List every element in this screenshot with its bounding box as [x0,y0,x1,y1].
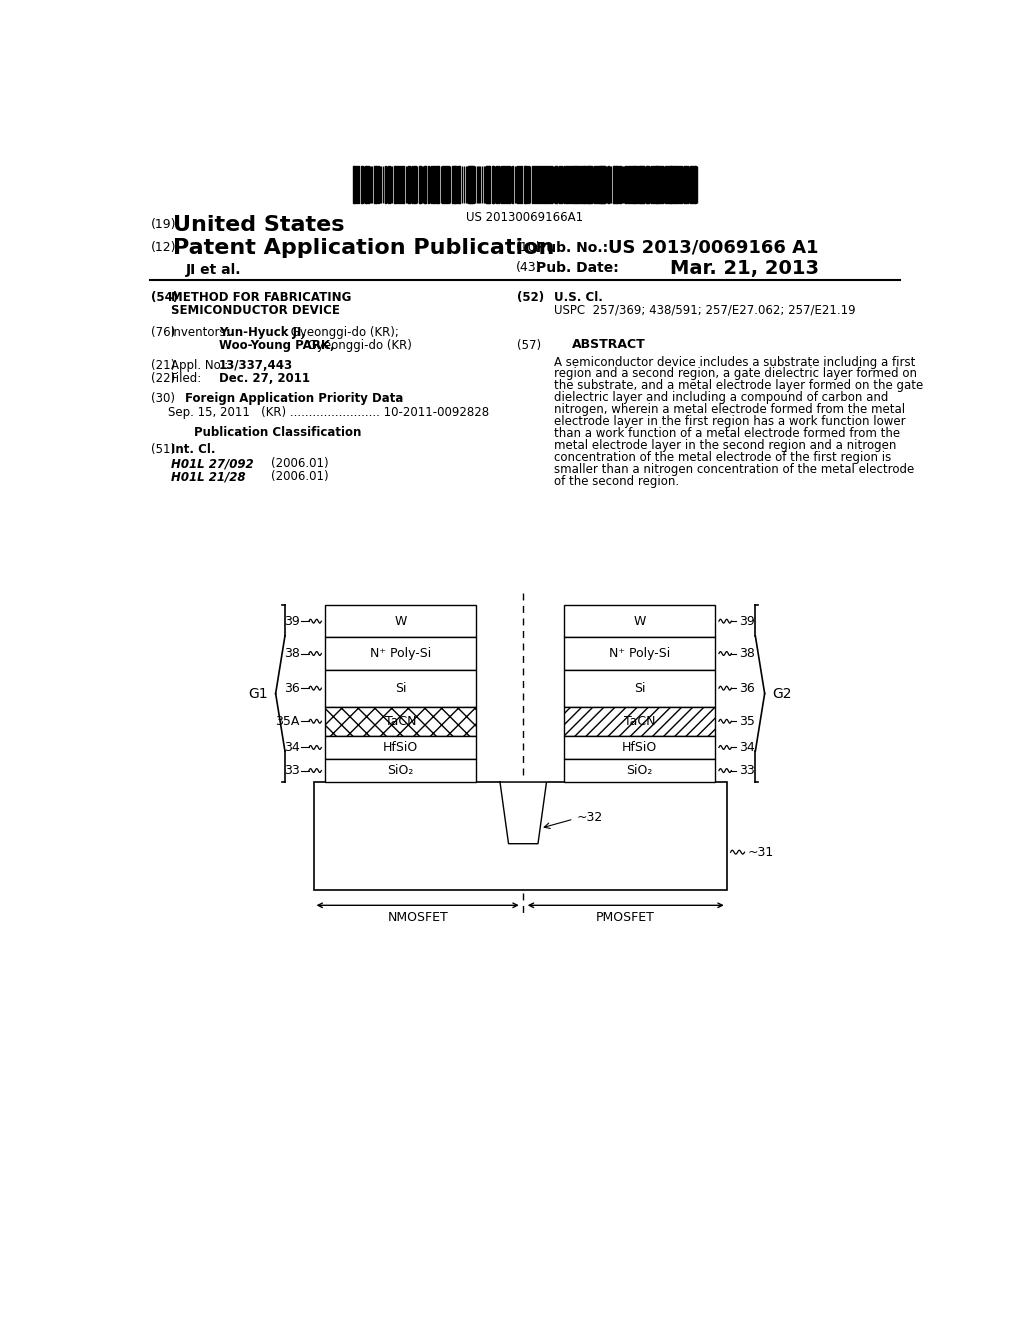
Text: HfSiO: HfSiO [383,741,419,754]
Bar [564,605,715,638]
Text: Patent Application Publication: Patent Application Publication [173,239,554,259]
Text: A semiconductor device includes a substrate including a first: A semiconductor device includes a substr… [554,355,915,368]
Bar [326,669,476,706]
Text: (57): (57) [517,339,541,352]
Text: ~32: ~32 [577,810,603,824]
Text: 33: 33 [739,764,755,777]
Text: Woo-Young PARK,: Woo-Young PARK, [219,339,334,351]
Text: (43): (43) [515,261,541,273]
Text: Foreign Application Priority Data: Foreign Application Priority Data [184,392,403,405]
Text: H01L 27/092: H01L 27/092 [171,457,253,470]
Bar [313,781,727,890]
Bar [326,706,476,737]
Text: (54): (54) [152,290,178,304]
Text: Pub. No.:: Pub. No.: [537,240,608,255]
Text: HfSiO: HfSiO [622,741,657,754]
Text: Gyeonggi-do (KR): Gyeonggi-do (KR) [304,339,412,351]
Text: Sep. 15, 2011   (KR) ........................ 10-2011-0092828: Sep. 15, 2011 (KR) .....................… [168,405,489,418]
Text: W: W [394,615,407,628]
Text: USPC  257/369; 438/591; 257/E27.062; 257/E21.19: USPC 257/369; 438/591; 257/E27.062; 257/… [554,304,856,317]
Text: 38: 38 [284,647,300,660]
Text: ABSTRACT: ABSTRACT [571,338,645,351]
Text: (52): (52) [517,290,544,304]
Text: (19): (19) [152,218,177,231]
Text: 36: 36 [284,681,300,694]
Text: than a work function of a metal electrode formed from the: than a work function of a metal electrod… [554,428,900,440]
Text: (12): (12) [152,240,177,253]
Text: (22): (22) [152,372,175,385]
Text: (10): (10) [515,240,541,253]
Text: (2006.01): (2006.01) [271,470,329,483]
Bar [564,759,715,781]
Text: Yun-Hyuck JI,: Yun-Hyuck JI, [219,326,306,339]
Bar [564,669,715,706]
Text: METHOD FOR FABRICATING: METHOD FOR FABRICATING [171,290,351,304]
Text: N⁺ Poly-Si: N⁺ Poly-Si [370,647,431,660]
Text: (21): (21) [152,359,175,372]
Text: 35: 35 [739,714,755,727]
Text: concentration of the metal electrode of the first region is: concentration of the metal electrode of … [554,451,892,465]
Text: SiO₂: SiO₂ [627,764,652,777]
Text: N⁺ Poly-Si: N⁺ Poly-Si [609,647,670,660]
Text: Publication Classification: Publication Classification [194,425,361,438]
Text: (76): (76) [152,326,175,339]
Text: SEMICONDUCTOR DEVICE: SEMICONDUCTOR DEVICE [171,304,340,317]
Bar [564,638,715,669]
Text: Filed:: Filed: [171,372,202,385]
Text: smaller than a nitrogen concentration of the metal electrode: smaller than a nitrogen concentration of… [554,463,914,477]
Text: Gyeonggi-do (KR);: Gyeonggi-do (KR); [287,326,398,339]
Text: 35A: 35A [275,714,300,727]
Bar [326,638,476,669]
Text: 13/337,443: 13/337,443 [219,359,293,372]
Text: NMOSFET: NMOSFET [388,911,449,924]
Text: Inventors:: Inventors: [171,326,230,339]
Text: G2: G2 [772,686,792,701]
Text: 38: 38 [739,647,755,660]
Text: Int. Cl.: Int. Cl. [171,444,215,457]
Bar [564,737,715,759]
Text: Mar. 21, 2013: Mar. 21, 2013 [671,259,819,277]
Text: the substrate, and a metal electrode layer formed on the gate: the substrate, and a metal electrode lay… [554,379,924,392]
Text: TaCN: TaCN [624,714,655,727]
Text: TaCN: TaCN [385,714,417,727]
Bar [326,706,476,737]
Text: PMOSFET: PMOSFET [596,911,654,924]
Text: Appl. No.:: Appl. No.: [171,359,228,372]
Text: SiO₂: SiO₂ [388,764,414,777]
Text: W: W [633,615,646,628]
Text: nitrogen, wherein a metal electrode formed from the metal: nitrogen, wherein a metal electrode form… [554,404,905,416]
Bar [326,605,476,638]
Text: G1: G1 [248,686,268,701]
Text: metal electrode layer in the second region and a nitrogen: metal electrode layer in the second regi… [554,440,897,451]
Text: 34: 34 [284,741,300,754]
Text: H01L 21/28: H01L 21/28 [171,470,245,483]
Text: region and a second region, a gate dielectric layer formed on: region and a second region, a gate diele… [554,367,918,380]
Bar [564,706,715,737]
Bar [326,737,476,759]
Text: 39: 39 [284,615,300,628]
Text: Si: Si [634,681,645,694]
Text: (2006.01): (2006.01) [271,457,329,470]
Text: Pub. Date:: Pub. Date: [537,261,620,275]
Text: (51): (51) [152,444,175,457]
Text: United States: United States [173,215,344,235]
Text: Dec. 27, 2011: Dec. 27, 2011 [219,372,309,385]
Bar [564,706,715,737]
Text: electrode layer in the first region has a work function lower: electrode layer in the first region has … [554,416,906,428]
Text: JI et al.: JI et al. [186,263,242,277]
Text: 39: 39 [739,615,755,628]
Text: dielectric layer and including a compound of carbon and: dielectric layer and including a compoun… [554,391,889,404]
Text: US 2013/0069166 A1: US 2013/0069166 A1 [608,239,819,256]
Text: of the second region.: of the second region. [554,475,679,488]
Bar [326,759,476,781]
Text: Si: Si [395,681,407,694]
Text: ~31: ~31 [748,846,774,859]
Text: 33: 33 [284,764,300,777]
Text: 36: 36 [739,681,755,694]
Text: (30): (30) [152,392,175,405]
Text: U.S. Cl.: U.S. Cl. [554,290,603,304]
Polygon shape [500,781,547,843]
Text: US 20130069166A1: US 20130069166A1 [466,211,584,224]
Text: 34: 34 [739,741,755,754]
